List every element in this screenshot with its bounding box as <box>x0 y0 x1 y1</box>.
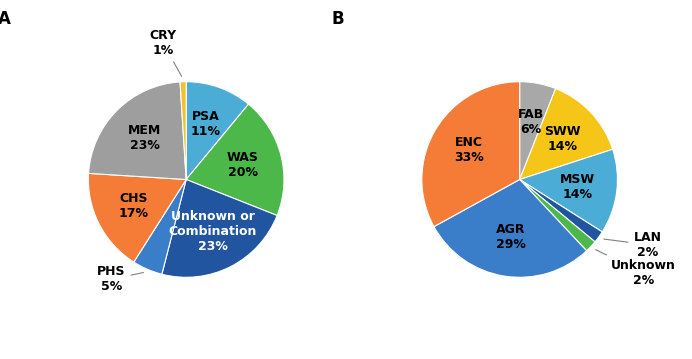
Wedge shape <box>162 180 277 277</box>
Text: FAB
6%: FAB 6% <box>518 108 544 136</box>
Text: SWW
14%: SWW 14% <box>544 125 581 153</box>
Wedge shape <box>134 180 186 274</box>
Text: CRY
1%: CRY 1% <box>149 29 182 76</box>
Text: Unknown or
Combination
23%: Unknown or Combination 23% <box>169 210 257 253</box>
Text: LAN
2%: LAN 2% <box>604 231 662 259</box>
Wedge shape <box>180 82 186 180</box>
Wedge shape <box>186 104 284 215</box>
Text: MEM
23%: MEM 23% <box>128 124 161 152</box>
Wedge shape <box>89 173 186 262</box>
Wedge shape <box>520 89 612 180</box>
Wedge shape <box>520 180 602 242</box>
Text: MSW
14%: MSW 14% <box>561 173 595 201</box>
Wedge shape <box>186 82 248 180</box>
Wedge shape <box>520 149 617 232</box>
Text: AGR
29%: AGR 29% <box>495 223 525 251</box>
Wedge shape <box>422 82 520 227</box>
Text: PSA
11%: PSA 11% <box>191 110 221 138</box>
Wedge shape <box>520 82 556 180</box>
Text: B: B <box>331 10 345 28</box>
Text: A: A <box>0 10 11 28</box>
Text: CHS
17%: CHS 17% <box>119 192 149 220</box>
Text: Unknown
2%: Unknown 2% <box>596 250 676 287</box>
Text: PHS
5%: PHS 5% <box>97 265 143 293</box>
Wedge shape <box>434 180 587 277</box>
Wedge shape <box>89 82 186 180</box>
Text: ENC
33%: ENC 33% <box>454 136 484 164</box>
Wedge shape <box>520 180 595 251</box>
Text: WAS
20%: WAS 20% <box>227 151 259 179</box>
